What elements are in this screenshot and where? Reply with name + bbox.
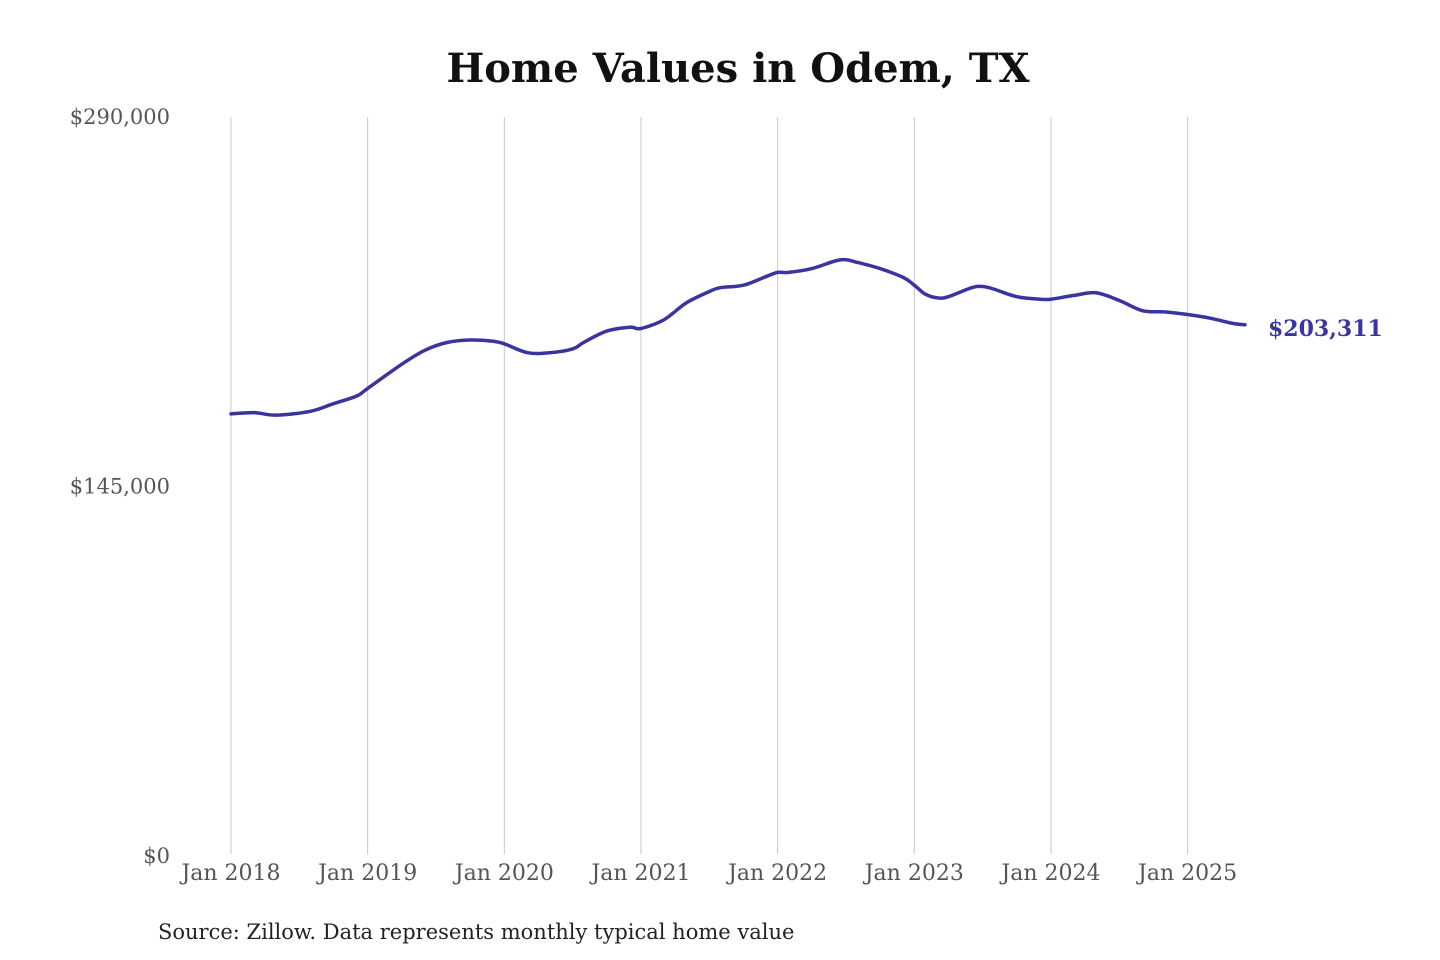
series-lines [229, 257, 1247, 417]
y-tick-label: $0 [143, 844, 170, 868]
grid-lines [230, 117, 1189, 854]
y-tick-label: $145,000 [70, 475, 170, 499]
x-tick-label: Jan 2024 [999, 861, 1100, 886]
x-tick-label: Jan 2025 [1136, 861, 1237, 886]
x-tick-label: Jan 2018 [179, 861, 280, 886]
x-tick-label: Jan 2019 [316, 861, 417, 886]
source-note: Source: Zillow. Data represents monthly … [158, 920, 794, 944]
y-axis-ticks: $0 $145,000 $290,000 [70, 105, 170, 868]
x-axis-ticks: Jan 2018 Jan 2019 Jan 2020 Jan 2021 Jan 2022… [179, 861, 1237, 886]
chart-title: Home Values in Odem, TX [446, 45, 1029, 92]
y-tick-label: $290,000 [70, 105, 170, 129]
x-tick-label: Jan 2023 [863, 861, 964, 886]
x-tick-label: Jan 2022 [726, 861, 827, 886]
x-tick-label: Jan 2020 [453, 861, 554, 886]
end-value-label: $203,311 [1268, 316, 1383, 342]
x-tick-label: Jan 2021 [589, 861, 690, 886]
series-line-0 [229, 257, 1247, 417]
